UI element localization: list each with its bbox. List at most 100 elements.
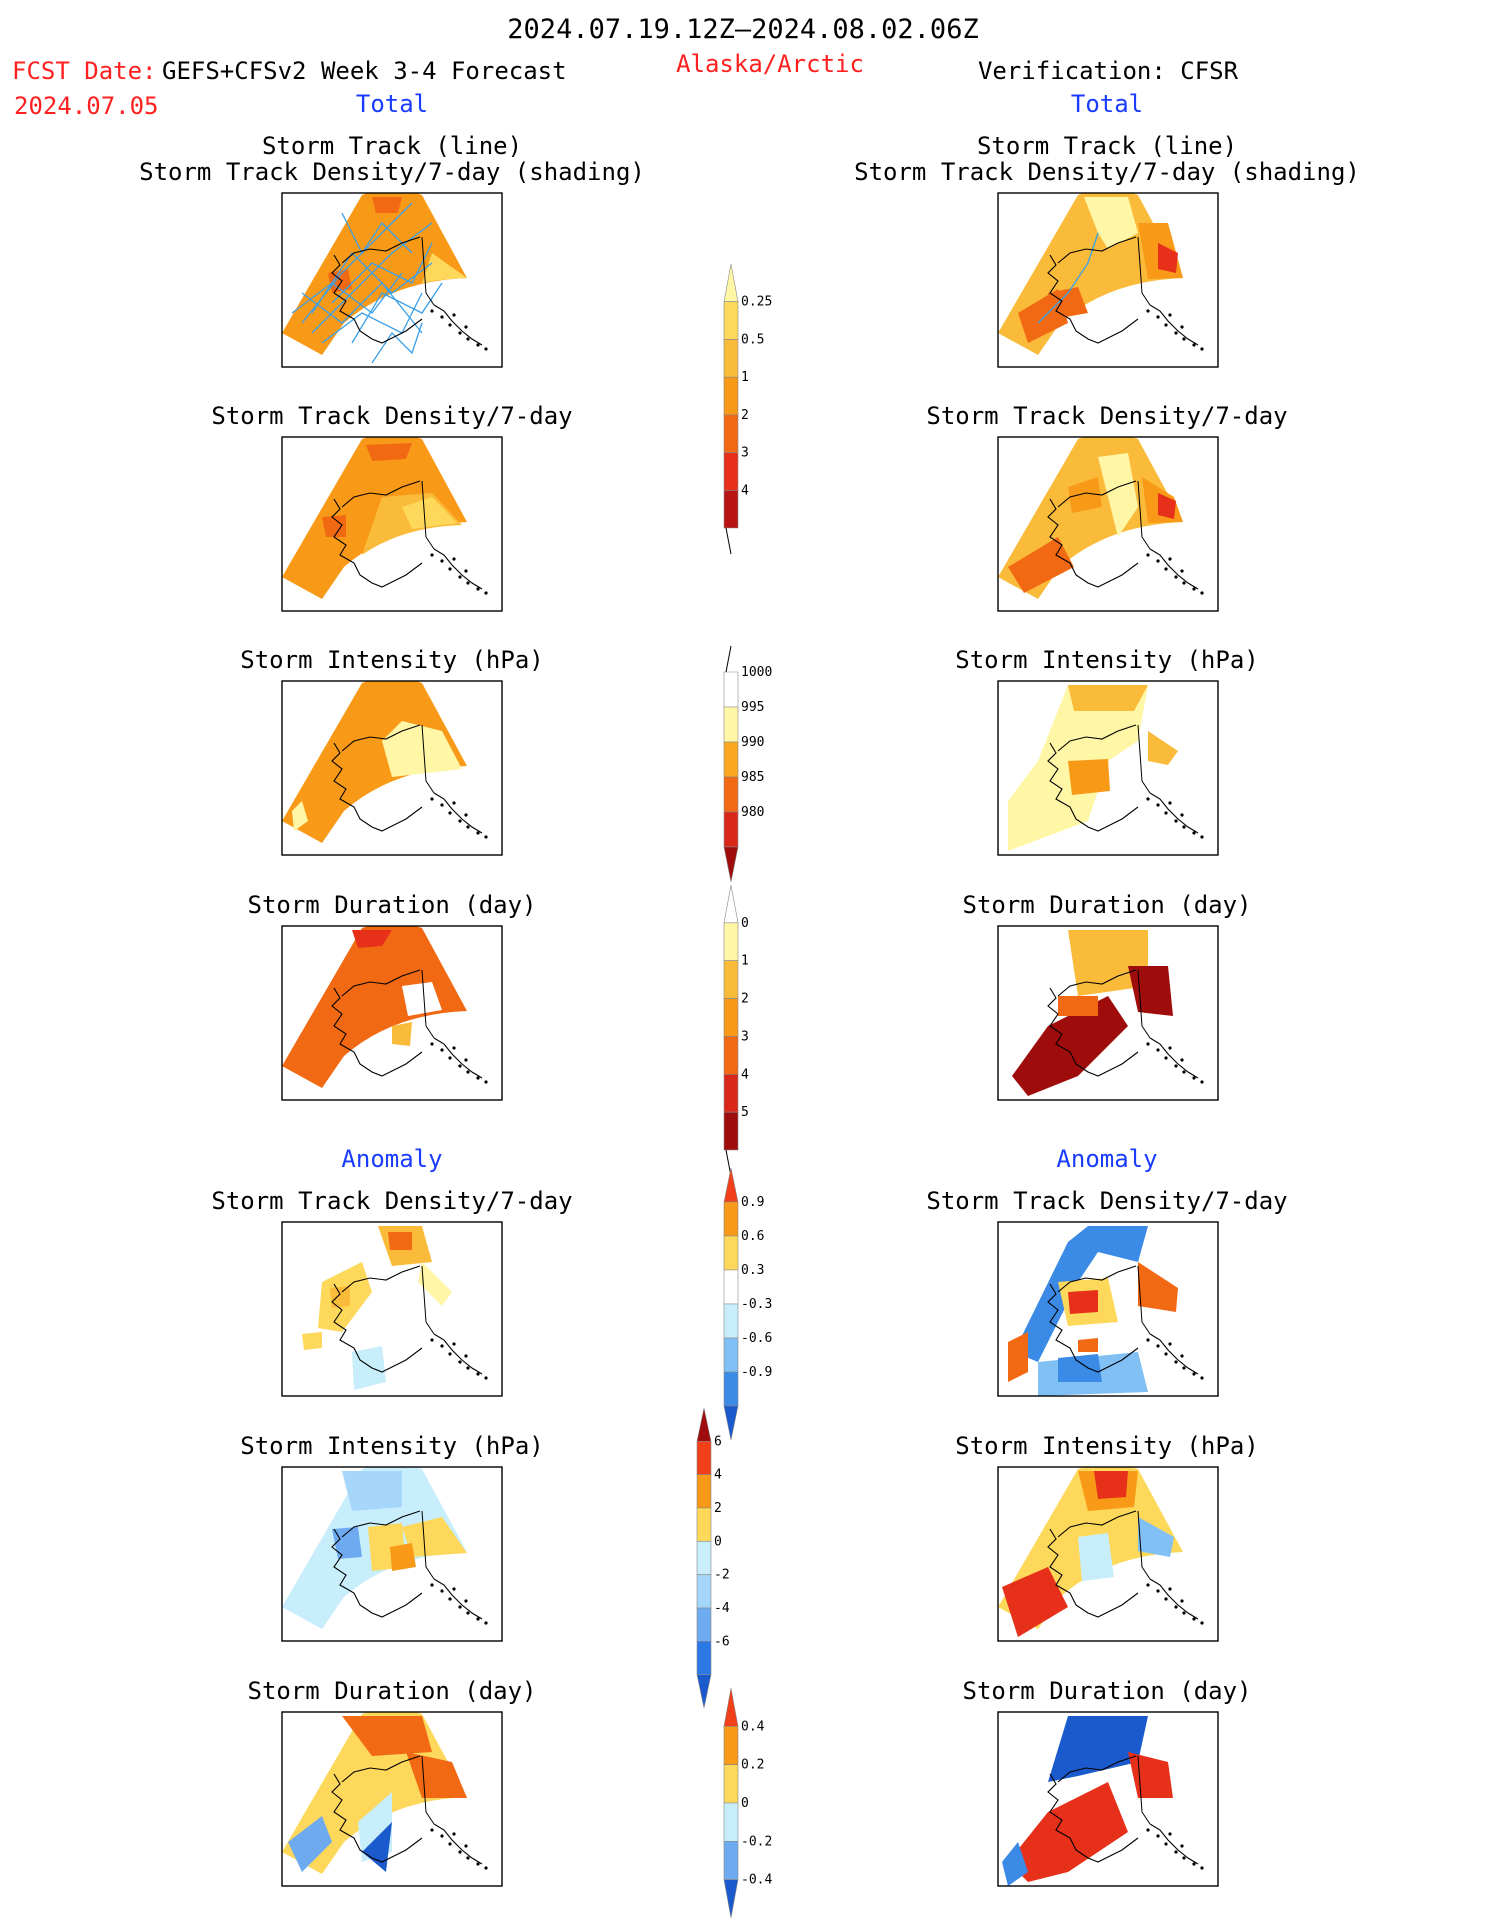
intensity-anomaly-scale-swatch-6 bbox=[696, 1607, 712, 1642]
left-total-label: Total bbox=[356, 90, 428, 118]
right-density-anomaly-map-shade-6 bbox=[1058, 1354, 1102, 1382]
left-intensity-anomaly-map-island-4 bbox=[466, 1611, 470, 1615]
density-anomaly-scale-swatch-7 bbox=[723, 1405, 739, 1441]
left-duration-anomaly-map-canada-coast bbox=[433, 1823, 483, 1865]
duration-anomaly-scale-tick-label-3: -0.2 bbox=[741, 1834, 772, 1849]
left-density-map-island-4 bbox=[466, 581, 470, 585]
left-duration-map-border bbox=[421, 969, 435, 1039]
intensity-scale-colorbar: 1000 995 990 985 980 bbox=[723, 645, 772, 883]
density-anomaly-scale-colorbar: 0.9 0.6 0.3 -0.3 -0.6 -0.9 bbox=[723, 1167, 772, 1441]
left-intensity-anomaly-map-island-3 bbox=[458, 1605, 462, 1609]
right-storm-track-map-island-6 bbox=[1200, 347, 1204, 351]
right-duration-anomaly-map-island-5 bbox=[1192, 1862, 1196, 1866]
left-duration-map-island-2 bbox=[448, 1056, 452, 1060]
intensity-anomaly-scale-colorbar: 6 4 2 0 -2 -4 -6 bbox=[696, 1407, 730, 1709]
right-storm-track-map-island-7 bbox=[1168, 313, 1172, 317]
intensity-anomaly-scale-tick-label-0: 6 bbox=[714, 1434, 722, 1449]
left-density-anomaly-map-island-6 bbox=[484, 1376, 488, 1380]
right-duration-anomaly-map bbox=[997, 1711, 1219, 1887]
right-storm-track-map-island-0 bbox=[1146, 309, 1150, 313]
left-density-map-island-0 bbox=[430, 553, 434, 557]
left-density-map-shade-0 bbox=[282, 437, 467, 599]
right-intensity-map-north-coast bbox=[1057, 724, 1137, 752]
left-storm-track-map-island-7 bbox=[452, 313, 456, 317]
left-duration-map-island-0 bbox=[430, 1042, 434, 1046]
right-storm-track-map-island-5 bbox=[1192, 343, 1196, 347]
left-duration-map-island-1 bbox=[440, 1048, 444, 1052]
left-duration-map-shade-3 bbox=[392, 1022, 412, 1046]
left-storm-track-map-island-8 bbox=[464, 325, 468, 329]
left-intensity-map-frame bbox=[281, 680, 503, 856]
right-density-map bbox=[997, 436, 1219, 612]
left-duration-map-island-6 bbox=[484, 1080, 488, 1084]
left-density-anomaly-map-island-8 bbox=[464, 1354, 468, 1358]
density-anomaly-scale-swatch-5 bbox=[723, 1337, 739, 1373]
duration-scale-swatch-5 bbox=[723, 1073, 739, 1113]
intensity-scale-swatch-2 bbox=[723, 741, 739, 778]
right-intensity-anomaly-map-island-0 bbox=[1146, 1583, 1150, 1587]
right-duration-map-canada-coast bbox=[1149, 1037, 1199, 1079]
right-duration-map-island-6 bbox=[1200, 1080, 1204, 1084]
right-duration-map-shade-0 bbox=[1068, 930, 1148, 996]
right-duration-anomaly-title: Storm Duration (day) bbox=[963, 1677, 1252, 1705]
left-density-anomaly-map bbox=[281, 1221, 503, 1397]
intensity-scale-swatch-3 bbox=[723, 776, 739, 813]
left-density-map-island-2 bbox=[448, 567, 452, 571]
right-storm-track-map-shade-5 bbox=[1048, 287, 1088, 319]
left-storm-track-map-island-6 bbox=[484, 347, 488, 351]
right-intensity-anomaly-map-island-3 bbox=[1174, 1605, 1178, 1609]
right-intensity-map-island-6 bbox=[1200, 835, 1204, 839]
left-intensity-map-island-2 bbox=[448, 811, 452, 815]
left-duration-map-north-coast bbox=[341, 969, 421, 997]
left-duration-anomaly-map-island-1 bbox=[440, 1834, 444, 1838]
right-intensity-anomaly-map-island-8 bbox=[1180, 1599, 1184, 1603]
left-intensity-map-coastline bbox=[331, 742, 423, 832]
right-density-map-island-2 bbox=[1164, 567, 1168, 571]
right-density-anomaly-map-canada-coast bbox=[1149, 1333, 1199, 1375]
intensity-anomaly-scale-swatch-5 bbox=[696, 1574, 712, 1609]
right-density-map-island-6 bbox=[1200, 591, 1204, 595]
left-storm-track-map-island-1 bbox=[440, 315, 444, 319]
right-duration-map-island-0 bbox=[1146, 1042, 1150, 1046]
density-anomaly-scale-tick-label-3: -0.3 bbox=[741, 1297, 772, 1312]
right-duration-anomaly-map-coastline bbox=[1047, 1773, 1139, 1863]
left-storm-track-map-border bbox=[421, 236, 435, 306]
left-duration-anomaly-map-shade-1 bbox=[342, 1716, 432, 1756]
left-intensity-anomaly-map-shade-2 bbox=[332, 1527, 362, 1559]
right-duration-anomaly-map-island-4 bbox=[1182, 1856, 1186, 1860]
left-density-anomaly-map-island-2 bbox=[448, 1352, 452, 1356]
intensity-anomaly-scale-tick-label-1: 4 bbox=[714, 1468, 722, 1483]
density-anomaly-scale-tick-label-0: 0.9 bbox=[741, 1195, 764, 1210]
left-density-map-frame bbox=[281, 436, 503, 612]
right-density-anomaly-map-island-8 bbox=[1180, 1354, 1184, 1358]
left-density-anomaly-map-shade-1 bbox=[330, 1286, 350, 1308]
duration-anomaly-scale-swatch-5 bbox=[723, 1879, 739, 1919]
left-intensity-anomaly-map-border bbox=[421, 1510, 435, 1580]
left-storm-track-map-island-5 bbox=[476, 343, 480, 347]
left-intensity-map-island-8 bbox=[464, 813, 468, 817]
right-duration-anomaly-map-island-0 bbox=[1146, 1828, 1150, 1832]
left-duration-anomaly-map-coastline bbox=[331, 1773, 423, 1863]
duration-anomaly-scale-tick-label-0: 0.4 bbox=[741, 1719, 765, 1734]
left-density-map-canada-coast bbox=[433, 548, 483, 590]
right-duration-anomaly-map-island-7 bbox=[1168, 1832, 1172, 1836]
duration-scale-swatch-4 bbox=[723, 1036, 739, 1075]
left-intensity-anomaly-map-island-8 bbox=[464, 1599, 468, 1603]
right-intensity-anomaly-map-coastline bbox=[1047, 1528, 1139, 1618]
density-anomaly-scale-tick-label-1: 0.6 bbox=[741, 1229, 764, 1244]
right-storm-track-map-shade-3 bbox=[1158, 243, 1178, 273]
right-density-anomaly-map-island-7 bbox=[1168, 1342, 1172, 1346]
left-intensity-anomaly-map-shade-5 bbox=[390, 1543, 416, 1571]
left-track-line-2 bbox=[291, 272, 403, 314]
intensity-scale-tick-label-0: 1000 bbox=[741, 665, 772, 680]
left-storm-track-map-north-coast bbox=[341, 236, 421, 264]
right-density-anomaly-map-border bbox=[1137, 1265, 1151, 1335]
right-intensity-map-island-5 bbox=[1192, 831, 1196, 835]
left-intensity-map bbox=[281, 680, 503, 856]
left-density-map-north-coast bbox=[341, 480, 421, 508]
left-duration-anomaly-map-island-7 bbox=[452, 1832, 456, 1836]
right-intensity-map-island-0 bbox=[1146, 797, 1150, 801]
right-storm-track-map-coastline bbox=[1047, 254, 1139, 344]
left-storm-track-map-island-0 bbox=[430, 309, 434, 313]
